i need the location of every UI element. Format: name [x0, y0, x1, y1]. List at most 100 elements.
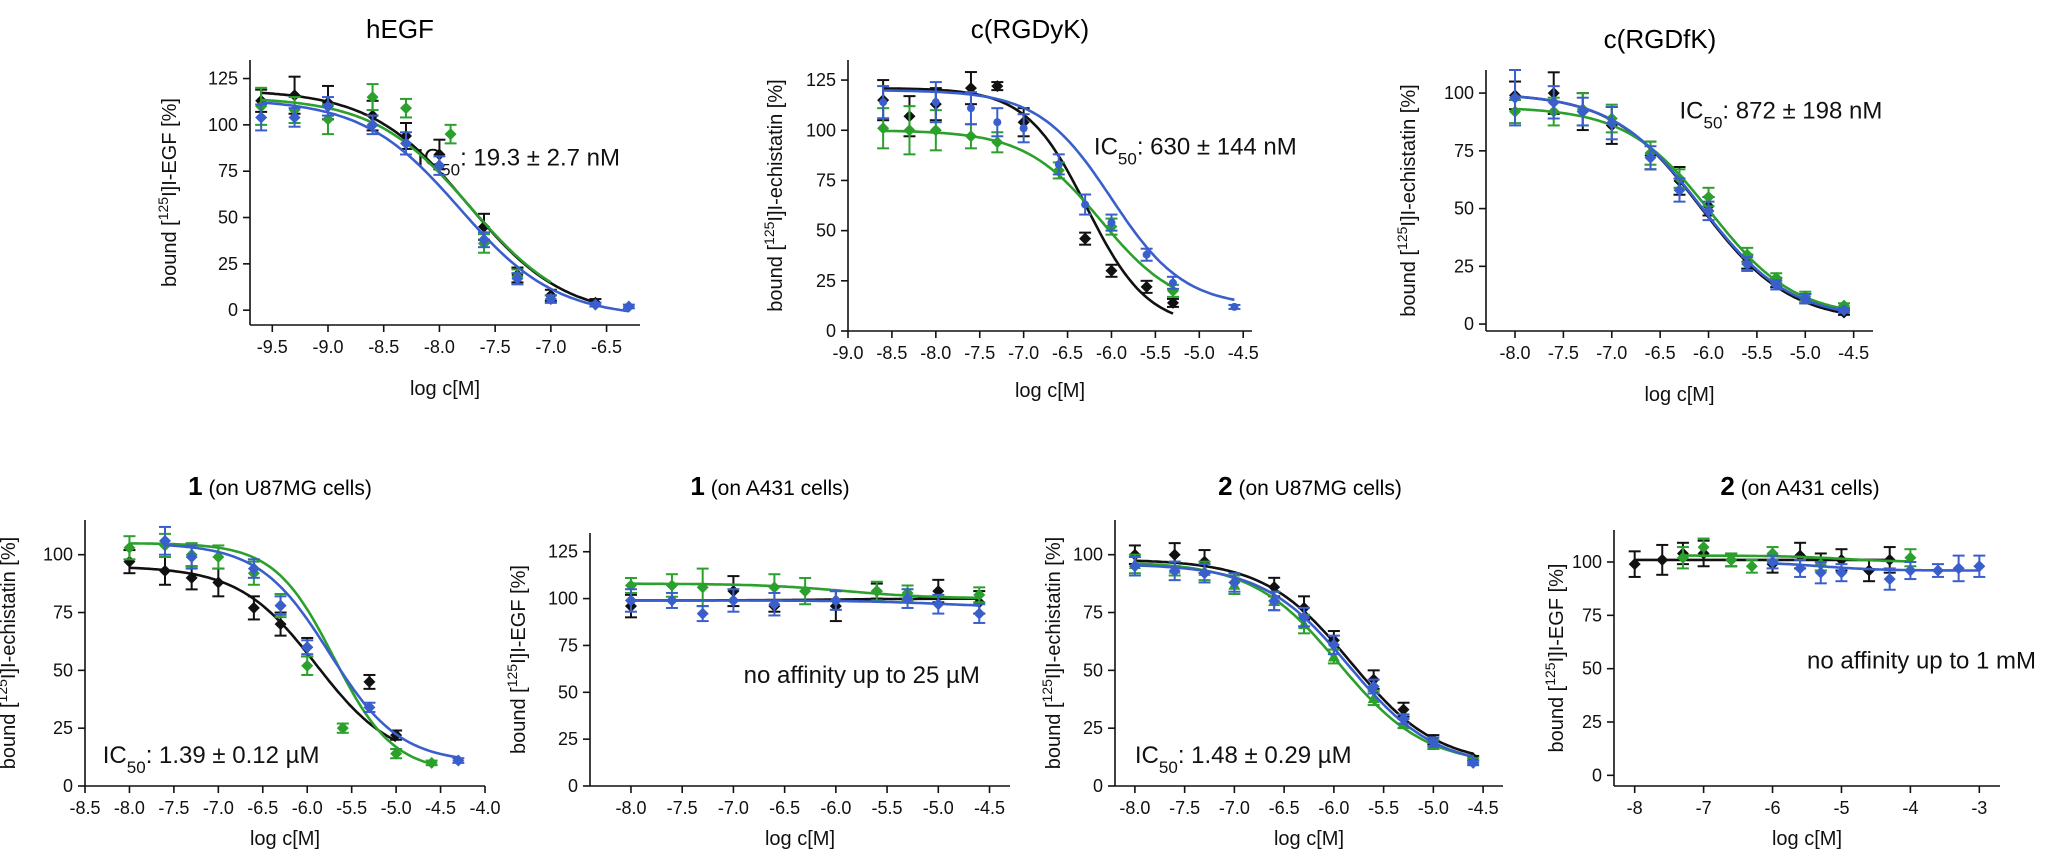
data-point: [400, 102, 412, 115]
data-point: [1745, 560, 1758, 573]
data-point: [1697, 541, 1710, 554]
data-point: [1230, 302, 1239, 311]
panel-4: 1 (on U87MG cells) -8.5 -8.0 -7.5 -7.0 -6.5 -6…: [0, 471, 501, 850]
data-point: [991, 136, 1004, 149]
data-point: [1656, 553, 1669, 566]
data-point: [478, 220, 490, 233]
fit-curve-black: [1514, 95, 1845, 315]
x-tick-label: -8.5: [69, 798, 100, 818]
data-point: [1725, 553, 1738, 566]
x-tick-label: -7.0: [1008, 343, 1039, 363]
data-point: [1107, 218, 1116, 227]
x-tick-label: -7.5: [1548, 343, 1579, 363]
series-green: [877, 105, 1179, 298]
data-point: [1298, 611, 1311, 624]
x-tick-label: -6.0: [820, 798, 851, 818]
data-point: [1904, 551, 1917, 564]
data-point: [1367, 680, 1380, 693]
data-point: [433, 159, 446, 172]
annotation: IC50: 872 ± 198 nM: [1680, 98, 1883, 133]
x-tick-label: -5.5: [1140, 343, 1171, 363]
data-point: [1576, 105, 1589, 118]
data-point: [1904, 564, 1917, 577]
data-point: [966, 104, 975, 113]
x-tick-label: -6.5: [1645, 343, 1676, 363]
y-axis-label: bound [125I]I-EGF [%]: [155, 98, 181, 287]
data-point: [511, 272, 524, 285]
y-tick-label: 50: [1454, 199, 1474, 219]
y-tick-label: 100: [548, 589, 578, 609]
data-point: [799, 585, 812, 598]
y-tick-label: 25: [218, 254, 238, 274]
data-point: [1931, 564, 1944, 577]
x-tick-label: -8.0: [1500, 343, 1531, 363]
y-tick-label: 100: [1444, 83, 1474, 103]
x-tick-label: -4.5: [1228, 343, 1259, 363]
fit-curve-blue: [261, 101, 630, 313]
data-point: [478, 233, 490, 246]
fit-curve-blue: [1514, 95, 1845, 313]
data-point: [665, 594, 678, 607]
y-tick-label: 0: [1592, 765, 1602, 785]
annotation: IC50: 1.48 ± 0.29 µM: [1135, 742, 1352, 777]
data-point: [696, 607, 709, 620]
data-point: [1799, 292, 1812, 305]
y-axis-label: bound [125I]I-echistatin [%]: [1039, 537, 1065, 769]
data-point: [1198, 567, 1211, 580]
y-tick-label: 50: [1582, 659, 1602, 679]
x-axis-label: log c[M]: [410, 378, 480, 400]
data-point: [185, 551, 198, 564]
fit-curve-black: [1134, 559, 1474, 755]
data-point: [185, 571, 198, 584]
data-point: [932, 598, 945, 611]
panel-title: c(RGDfK): [1604, 24, 1717, 54]
data-point: [274, 618, 287, 631]
y-tick-label: 0: [1093, 776, 1103, 796]
data-point: [1644, 151, 1657, 164]
data-point: [425, 756, 438, 769]
fit-curve-black: [261, 91, 596, 304]
y-tick-label: 100: [208, 115, 238, 135]
fit-curve-green: [1514, 107, 1845, 310]
series-green: [255, 83, 557, 306]
x-tick-label: -4.5: [1468, 798, 1499, 818]
x-tick-label: -7.0: [535, 337, 566, 357]
y-tick-label: 25: [816, 271, 836, 291]
data-point: [879, 98, 888, 107]
annotation: no affinity up to 25 µM: [744, 662, 980, 689]
series-black: [255, 75, 602, 309]
x-tick-label: -9.0: [832, 343, 863, 363]
data-point: [544, 293, 557, 306]
panel-1: hEGF -9.5 -9.0 -8.5 -8.0 -7.5 -7.0 -6.5 0 25 50 75 1…: [155, 14, 640, 400]
fit-curve-green: [129, 542, 433, 766]
panel-6: 2 (on U87MG cells) -8.0 -7.5 -7.0 -6.5 -6.0 -5…: [1039, 471, 1503, 850]
y-tick-label: 75: [1454, 141, 1474, 161]
annotation: IC50: 19.3 ± 2.7 nM: [417, 145, 620, 180]
y-tick-label: 50: [558, 682, 578, 702]
data-point: [1741, 258, 1754, 271]
series-blue: [1128, 556, 1480, 769]
y-tick-label: 25: [1083, 718, 1103, 738]
data-point: [1676, 551, 1689, 564]
x-tick-label: -8: [1627, 798, 1643, 818]
y-tick-label: 100: [806, 120, 836, 140]
y-tick-label: 125: [208, 69, 238, 89]
data-point: [301, 641, 314, 654]
data-point: [1054, 160, 1063, 169]
x-axis-label: log c[M]: [765, 828, 835, 850]
data-point: [255, 111, 268, 124]
x-tick-label: -8.0: [920, 343, 951, 363]
data-point: [870, 585, 883, 598]
data-point: [1079, 232, 1092, 245]
x-tick-label: -7.0: [1596, 343, 1627, 363]
x-tick-label: -7.5: [964, 343, 995, 363]
x-tick-label: -6.0: [1693, 343, 1724, 363]
x-tick-label: -5.5: [1741, 343, 1772, 363]
data-point: [1168, 548, 1181, 561]
data-point: [274, 599, 287, 612]
series-blue: [1766, 554, 1986, 591]
x-axis-label: log c[M]: [1772, 828, 1842, 850]
data-point: [1547, 96, 1560, 109]
x-tick-label: -6.5: [591, 337, 622, 357]
series-blue: [255, 96, 635, 313]
